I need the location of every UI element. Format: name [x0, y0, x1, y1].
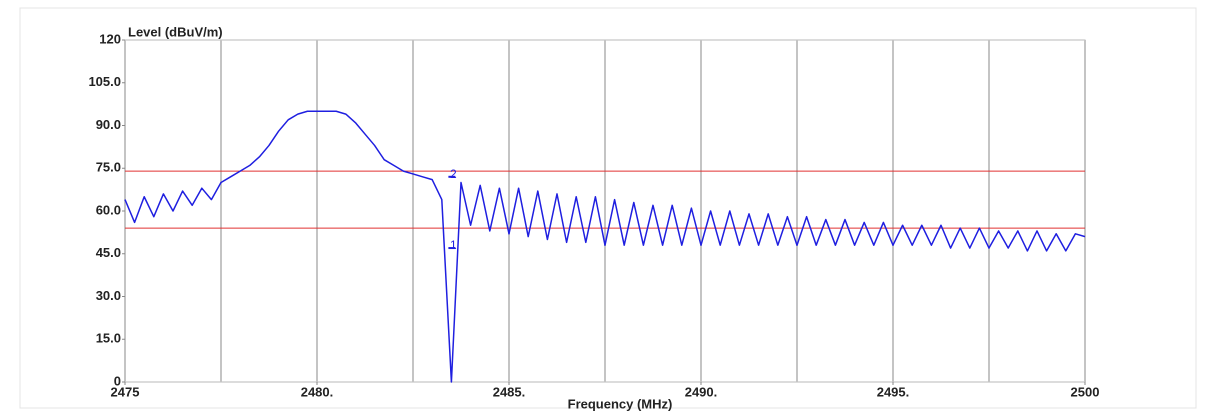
y-tick-label: 30.0	[96, 288, 121, 303]
y-tick-label: 60.0	[96, 202, 121, 217]
y-tick-label: 120	[99, 31, 121, 46]
marker-label: 2	[450, 167, 457, 181]
y-tick-label: 0	[114, 373, 121, 388]
x-tick-label: 2500	[1071, 384, 1100, 399]
x-tick-label: 2490.	[685, 384, 718, 399]
y-tick-label: 75.0	[96, 160, 121, 175]
y-tick-label: 45.0	[96, 245, 121, 260]
y-axis-label: Level (dBuV/m)	[128, 24, 223, 39]
x-tick-label: 2475	[111, 384, 140, 399]
x-tick-label: 2495.	[877, 384, 910, 399]
x-tick-label: 2485.	[493, 384, 526, 399]
trace	[124, 110, 1086, 383]
marker-label: 1	[450, 238, 457, 252]
x-axis-label: Frequency (MHz)	[568, 396, 673, 411]
y-tick-label: 105.0	[88, 74, 121, 89]
y-tick-label: 15.0	[96, 331, 121, 346]
y-tick-label: 90.0	[96, 117, 121, 132]
x-tick-label: 2480.	[301, 384, 334, 399]
